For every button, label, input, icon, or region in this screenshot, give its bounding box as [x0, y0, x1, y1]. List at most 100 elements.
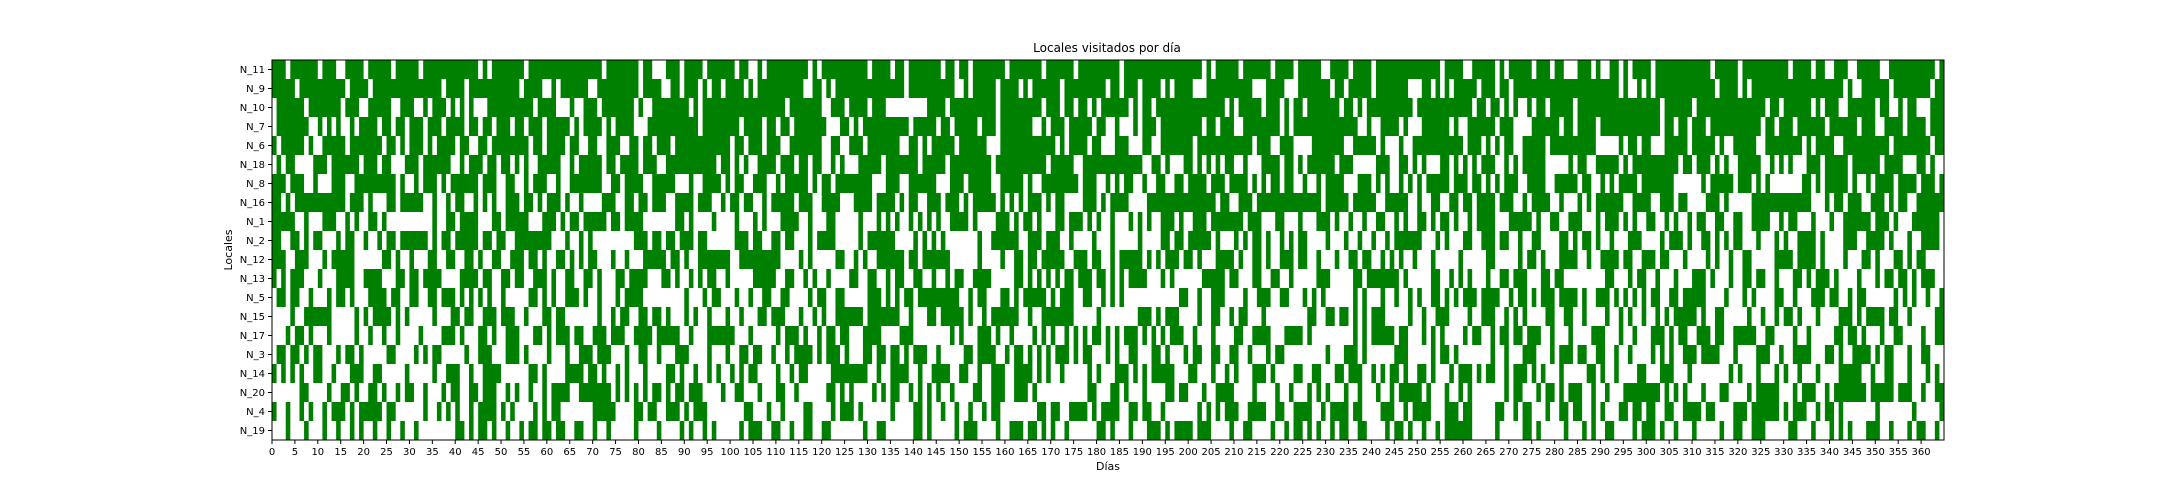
- visit-cell-N_20: [917, 383, 923, 402]
- visit-cell-N_7: [1453, 117, 1459, 136]
- visit-cell-N_16: [1577, 193, 1583, 212]
- visit-cell-N_17: [1192, 326, 1198, 345]
- visit-cell-N_13: [661, 269, 671, 288]
- visit-cell-N_16: [876, 193, 895, 212]
- visit-cell-N_11: [1536, 60, 1551, 79]
- visit-cell-N_1: [1403, 212, 1409, 231]
- visit-cell-N_16: [1531, 193, 1551, 212]
- visit-cell-N_18: [720, 155, 731, 174]
- visit-cell-N_15: [1027, 307, 1033, 326]
- visit-cell-N_7: [1069, 117, 1092, 136]
- visit-cell-N_6: [409, 136, 424, 155]
- visit-cell-N_17: [505, 326, 520, 345]
- visit-cell-N_20: [849, 383, 854, 402]
- visit-cell-N_8: [1495, 174, 1500, 193]
- visit-cell-N_12: [1774, 250, 1793, 269]
- visit-cell-N_19: [1385, 421, 1390, 440]
- visit-cell-N_3: [1884, 345, 1894, 364]
- visit-cell-N_9: [1435, 79, 1441, 98]
- visit-cell-N_4: [436, 402, 442, 421]
- visit-cell-N_9: [963, 79, 969, 98]
- visit-cell-N_16: [1847, 193, 1862, 212]
- visit-cell-N_11: [959, 60, 969, 79]
- visit-cell-N_1: [491, 212, 502, 231]
- visit-cell-N_14: [1504, 364, 1509, 383]
- visit-cell-N_19: [349, 421, 355, 440]
- visit-cell-N_8: [1701, 174, 1706, 193]
- visit-cell-N_18: [1412, 155, 1418, 174]
- visit-cell-N_15: [982, 307, 987, 326]
- visit-cell-N_5: [1353, 288, 1358, 307]
- visit-cell-N_13: [752, 269, 776, 288]
- visit-cell-N_3: [1151, 345, 1161, 364]
- visit-cell-N_16: [1463, 193, 1473, 212]
- visit-cell-N_20: [1179, 383, 1189, 402]
- visit-cell-N_4: [1572, 402, 1583, 421]
- visit-cell-N_14: [665, 364, 676, 383]
- visit-cell-N_5: [542, 288, 547, 307]
- visit-cell-N_20: [1898, 383, 1912, 402]
- visit-cell-N_1: [734, 212, 740, 231]
- visit-cell-N_15: [1714, 307, 1725, 326]
- visit-cell-N_8: [1316, 174, 1322, 193]
- visit-cell-N_19: [304, 421, 309, 440]
- visit-cell-N_20: [1934, 383, 1944, 402]
- visit-cell-N_2: [1627, 231, 1642, 250]
- visit-cell-N_10: [423, 98, 428, 117]
- visit-cell-N_2: [679, 231, 694, 250]
- visit-cell-N_12: [381, 250, 392, 269]
- visit-cell-N_8: [1188, 174, 1207, 193]
- visit-cell-N_2: [1724, 231, 1729, 250]
- visit-cell-N_14: [1815, 364, 1821, 383]
- visit-cell-N_17: [1142, 326, 1147, 345]
- visit-cell-N_17: [1169, 326, 1184, 345]
- visit-cell-N_12: [798, 250, 804, 269]
- visit-cell-N_20: [1252, 383, 1257, 402]
- visit-cell-N_12: [1348, 250, 1358, 269]
- visit-cell-N_16: [798, 193, 813, 212]
- visit-cell-N_5: [1394, 288, 1399, 307]
- visit-cell-N_8: [354, 174, 396, 193]
- visit-cell-N_3: [1627, 345, 1633, 364]
- visit-cell-N_5: [1101, 288, 1106, 307]
- visit-cell-N_5: [487, 288, 492, 307]
- visit-cell-N_4: [1142, 402, 1152, 421]
- visit-cell-N_9: [1751, 79, 1844, 98]
- visit-cell-N_3: [1183, 345, 1189, 364]
- visit-cell-N_9: [1032, 79, 1060, 98]
- visit-cell-N_20: [450, 383, 460, 402]
- visit-cell-N_6: [1279, 136, 1294, 155]
- visit-cell-N_20: [354, 383, 360, 402]
- visit-cell-N_4: [1247, 402, 1267, 421]
- visit-cell-N_12: [1183, 250, 1193, 269]
- visit-cell-N_4: [1206, 402, 1212, 421]
- visit-cell-N_16: [386, 193, 396, 212]
- visit-cell-N_7: [1000, 117, 1033, 136]
- visit-cell-N_3: [862, 345, 873, 364]
- visit-cell-N_19: [1916, 421, 1926, 440]
- visit-cell-N_3: [1577, 345, 1587, 364]
- visit-cell-N_1: [446, 212, 456, 231]
- visit-cell-N_2: [1774, 231, 1780, 250]
- visit-cell-N_3: [1073, 345, 1079, 364]
- visit-cell-N_16: [899, 193, 905, 212]
- visit-cell-N_13: [972, 269, 992, 288]
- visit-cell-N_2: [991, 231, 1019, 250]
- visit-cell-N_5: [1463, 288, 1477, 307]
- visit-cell-N_18: [1724, 155, 1729, 174]
- visit-cell-N_11: [1577, 60, 1592, 79]
- x-tick-label: 305: [1660, 447, 1679, 458]
- visit-cell-N_18: [1481, 155, 1496, 174]
- visit-cell-N_12: [977, 250, 983, 269]
- visit-cell-N_2: [1609, 231, 1615, 250]
- visit-cell-N_8: [1527, 174, 1546, 193]
- visit-cell-N_6: [734, 136, 744, 155]
- visit-cell-N_3: [1004, 345, 1010, 364]
- visit-cell-N_6: [491, 136, 529, 155]
- visit-cell-N_7: [1678, 117, 1688, 136]
- visit-cell-N_12: [1659, 250, 1670, 269]
- visit-cell-N_13: [1884, 269, 1894, 288]
- visit-cell-N_14: [730, 364, 735, 383]
- x-tick-label: 335: [1797, 447, 1816, 458]
- visit-cell-N_16: [1898, 193, 1908, 212]
